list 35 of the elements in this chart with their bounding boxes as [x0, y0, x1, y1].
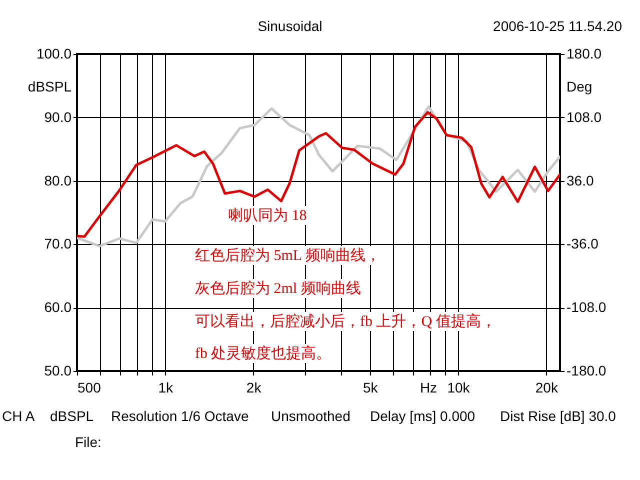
- text: Delay [ms] 0.000: [370, 408, 476, 424]
- text: 2006-10-25 11.54.20: [493, 18, 622, 34]
- text: Resolution 1/6 Octave: [111, 408, 249, 424]
- y-tick-label: 70.0: [44, 236, 72, 252]
- y-tick-label: 50.0: [44, 362, 72, 378]
- x-tick-label: 20k: [535, 380, 559, 396]
- x-tick-label: 10k: [447, 380, 471, 396]
- x-axis-title: Hz: [420, 380, 438, 396]
- x-tick-label: 2k: [246, 380, 262, 396]
- y2-tick-label: 108.0: [566, 108, 602, 125]
- text: Unsmoothed: [271, 408, 350, 424]
- y2-tick-label: -108.0: [566, 299, 606, 316]
- annotation: 可以看出，后腔减小后，fb 上升，Q 值提高，: [195, 312, 496, 331]
- text: File:: [75, 434, 102, 450]
- y-axis-title: dBSPL: [28, 78, 72, 94]
- y2-tick-label: -36.0: [566, 236, 599, 252]
- text: CH A: [2, 408, 35, 424]
- annotation: fb 处灵敏度也提高。: [195, 344, 332, 363]
- y2-tick-label: 180.0: [566, 46, 602, 62]
- x-tick-label: 5k: [362, 380, 379, 396]
- x-tick-label: 1k: [158, 380, 174, 396]
- text: dBSPL: [50, 408, 94, 424]
- y-tick-label: 60.0: [44, 299, 72, 316]
- annotation: 红色后腔为 5mL 频响曲线，: [195, 246, 380, 265]
- annotation: 喇叭同为 18: [228, 206, 307, 225]
- y-tick-label: 100.0: [36, 46, 72, 62]
- y2-tick-label: 36.0: [566, 172, 594, 188]
- y-tick-label: 90.0: [44, 108, 72, 125]
- y2-axis-title: Deg: [566, 78, 592, 94]
- y2-tick-label: -180.0: [566, 362, 606, 378]
- text: Sinusoidal: [258, 18, 322, 34]
- x-tick-label: 500: [78, 380, 102, 396]
- y-tick-label: 80.0: [44, 172, 72, 188]
- annotation: 灰色后腔为 2ml 频响曲线: [195, 279, 361, 298]
- text: Dist Rise [dB] 30.0: [500, 408, 616, 424]
